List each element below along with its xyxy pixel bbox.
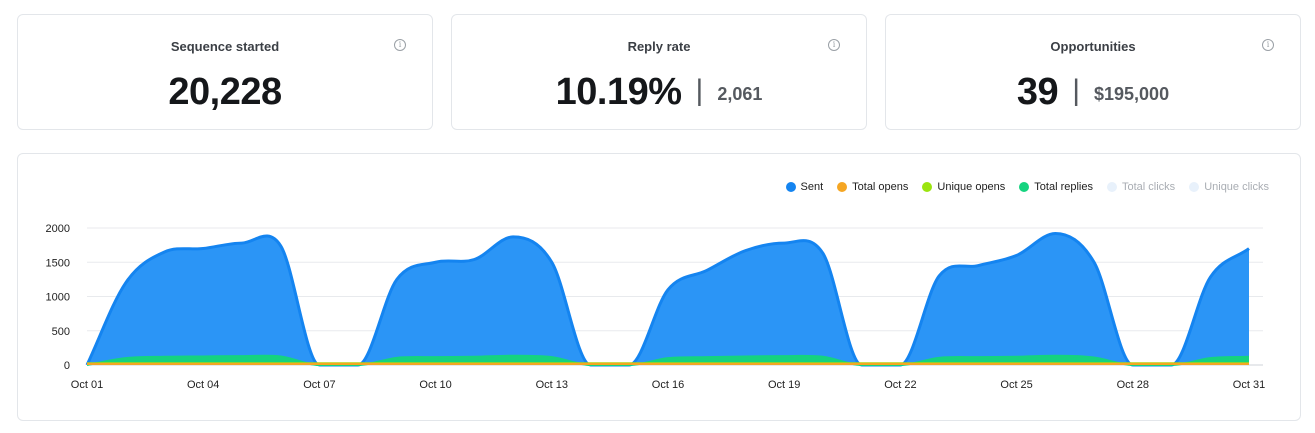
legend-label: Unique clicks	[1204, 181, 1269, 193]
stat-value: 10.19%	[555, 71, 682, 113]
stat-value-row: 39 | $195,000	[886, 71, 1300, 114]
chart-legend: Sent Total opens Unique opens Total repl…	[785, 181, 1269, 193]
legend-label: Sent	[800, 181, 824, 193]
stat-card-opportunities: Opportunities i 39 | $195,000	[885, 14, 1301, 130]
legend-swatch	[1019, 182, 1030, 192]
info-icon[interactable]: i	[828, 39, 840, 51]
stat-label: Reply rate	[627, 39, 691, 54]
legend-item-total-opens[interactable]: Total opens	[837, 181, 908, 193]
legend-label: Total clicks	[1122, 181, 1176, 193]
value-separator: |	[695, 73, 704, 107]
legend-swatch	[922, 182, 933, 192]
legend-item-total-replies[interactable]: Total replies	[1019, 181, 1093, 193]
stat-value: 39	[1016, 71, 1059, 113]
legend-label: Total opens	[852, 181, 909, 193]
stat-secondary-value: $195,000	[1094, 84, 1170, 104]
legend-item-sent[interactable]: Sent	[785, 181, 824, 193]
stat-card-sequence-started: Sequence started i 20,228	[17, 14, 433, 130]
legend-item-total-clicks[interactable]: Total clicks	[1107, 181, 1175, 193]
legend-label: Unique opens	[937, 181, 1006, 193]
stat-label: Sequence started	[170, 39, 280, 54]
info-icon[interactable]: i	[1262, 39, 1274, 51]
legend-label: Total replies	[1034, 181, 1093, 193]
legend-item-unique-opens[interactable]: Unique opens	[922, 181, 1005, 193]
stat-card-reply-rate: Reply rate i 10.19% | 2,061	[451, 14, 867, 130]
stat-value: 20,228	[168, 71, 282, 113]
stat-value-row: 10.19% | 2,061	[452, 71, 866, 114]
legend-swatch	[1107, 182, 1117, 192]
value-separator: |	[1072, 73, 1080, 107]
stat-value-row: 20,228	[18, 71, 432, 114]
legend-swatch	[785, 182, 796, 192]
legend-swatch	[1189, 182, 1200, 192]
legend-item-unique-clicks[interactable]: Unique clicks	[1189, 181, 1269, 193]
chart-card	[17, 153, 1301, 421]
stat-label: Opportunities	[1050, 39, 1136, 54]
stat-secondary-value: 2,061	[717, 84, 763, 104]
legend-swatch	[837, 182, 848, 192]
info-icon[interactable]: i	[394, 39, 406, 51]
